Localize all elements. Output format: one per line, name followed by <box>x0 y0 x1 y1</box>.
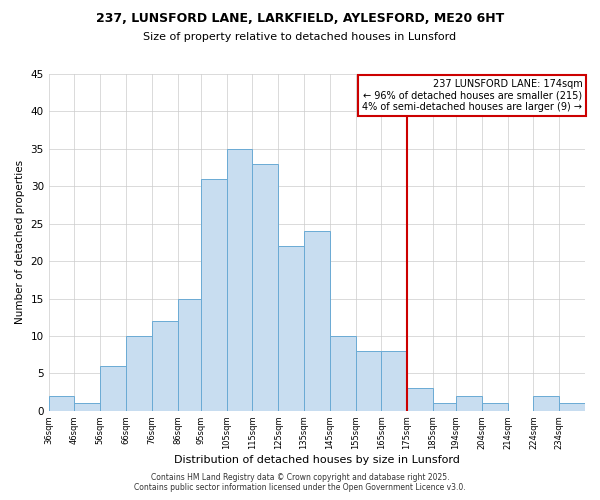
Bar <box>178 298 201 411</box>
Bar <box>74 404 100 411</box>
Bar <box>356 351 381 411</box>
Bar <box>330 336 356 411</box>
Bar <box>559 404 585 411</box>
Bar <box>227 149 253 411</box>
Bar <box>407 388 433 411</box>
X-axis label: Distribution of detached houses by size in Lunsford: Distribution of detached houses by size … <box>174 455 460 465</box>
Bar <box>201 179 227 411</box>
Text: 237, LUNSFORD LANE, LARKFIELD, AYLESFORD, ME20 6HT: 237, LUNSFORD LANE, LARKFIELD, AYLESFORD… <box>96 12 504 26</box>
Bar <box>456 396 482 411</box>
Bar <box>533 396 559 411</box>
Y-axis label: Number of detached properties: Number of detached properties <box>15 160 25 324</box>
Bar <box>49 396 74 411</box>
Bar <box>433 404 456 411</box>
Bar <box>278 246 304 411</box>
Bar <box>253 164 278 411</box>
Bar <box>482 404 508 411</box>
Text: Size of property relative to detached houses in Lunsford: Size of property relative to detached ho… <box>143 32 457 42</box>
Bar <box>381 351 407 411</box>
Bar <box>126 336 152 411</box>
Text: Contains HM Land Registry data © Crown copyright and database right 2025.
Contai: Contains HM Land Registry data © Crown c… <box>134 473 466 492</box>
Bar <box>304 231 330 411</box>
Bar <box>100 366 126 411</box>
Text: 237 LUNSFORD LANE: 174sqm
← 96% of detached houses are smaller (215)
4% of semi-: 237 LUNSFORD LANE: 174sqm ← 96% of detac… <box>362 79 583 112</box>
Bar <box>152 321 178 411</box>
